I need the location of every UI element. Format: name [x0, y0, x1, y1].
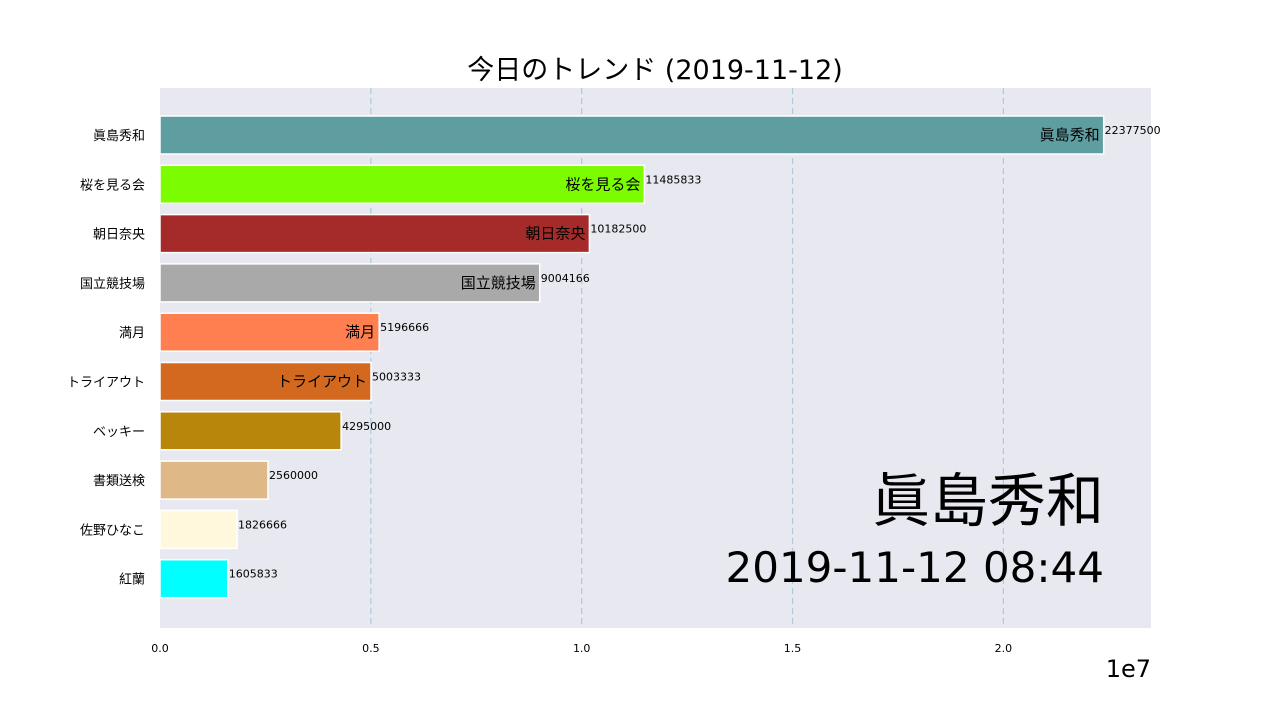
bar [159, 263, 541, 303]
bar-row: ベッキー 4295000 [93, 411, 391, 451]
category-label: 眞島秀和 [93, 129, 145, 144]
bar [159, 115, 1105, 155]
timestamp-annotation: 2019-11-12 08:44 [726, 543, 1104, 592]
bar-inner-label: トライアウト [277, 373, 367, 391]
category-label: 朝日奈央 [93, 228, 145, 243]
chart-title: 今日のトレンド (2019-11-12) [467, 55, 843, 86]
value-label: 9004166 [541, 272, 590, 285]
bar-inner-label: 桜を見る会 [565, 175, 640, 193]
bar-row: 国立競技場 国立競技場 9004166 [80, 263, 590, 303]
leader-annotation: 眞島秀和 [872, 467, 1104, 535]
category-label: トライアウト [67, 376, 145, 391]
category-label: ベッキー [93, 425, 145, 440]
bar-row: 満月 満月 5196666 [119, 312, 429, 352]
value-label: 1605833 [229, 568, 278, 581]
x-axis-exponent: 1e7 [1106, 655, 1151, 683]
x-tick-label: 2.0 [995, 642, 1013, 655]
bar-row: 紅蘭 1605833 [119, 558, 278, 599]
value-label: 4295000 [342, 420, 391, 433]
category-label: 書類送検 [93, 474, 145, 489]
value-label: 5196666 [380, 321, 429, 334]
value-label: 22377500 [1105, 124, 1161, 137]
bar-row: 桜を見る会 桜を見る会 11485833 [80, 164, 701, 205]
category-label: 紅蘭 [119, 572, 145, 588]
bar-inner-label: 国立競技場 [461, 274, 536, 292]
bar-row: トライアウト トライアウト 5003333 [67, 361, 421, 402]
bar-inner-label: 朝日奈央 [525, 225, 585, 243]
value-label: 10182500 [590, 223, 646, 236]
bar [159, 213, 591, 254]
category-label: 佐野ひなこ [80, 523, 145, 538]
bar-row: 朝日奈央 朝日奈央 10182500 [93, 213, 646, 254]
category-label: 満月 [119, 326, 145, 341]
value-label: 5003333 [372, 371, 421, 384]
bar-inner-label: 眞島秀和 [1040, 126, 1100, 144]
bar [159, 361, 372, 402]
x-tick-label: 1.0 [573, 642, 591, 655]
bar-row: 佐野ひなこ 1826666 [80, 509, 287, 550]
bar-row: 書類送検 2560000 [93, 460, 318, 500]
bar [159, 509, 238, 550]
bar-inner-label: 満月 [345, 323, 375, 341]
value-label: 1826666 [238, 518, 287, 531]
bar [159, 460, 269, 500]
bar-row: 眞島秀和 眞島秀和 22377500 [93, 115, 1161, 155]
bar [159, 312, 380, 352]
value-label: 2560000 [269, 469, 318, 482]
x-axis-ticks: 0.0 0.5 1.0 1.5 2.0 [151, 642, 1012, 655]
value-label: 11485833 [645, 173, 701, 186]
bar [159, 411, 342, 451]
category-label: 国立競技場 [80, 277, 145, 292]
x-tick-label: 1.5 [784, 642, 802, 655]
x-tick-label: 0.5 [362, 642, 380, 655]
category-label: 桜を見る会 [80, 178, 145, 193]
x-tick-label: 0.0 [151, 642, 169, 655]
bar [159, 164, 646, 205]
bar [159, 558, 229, 599]
